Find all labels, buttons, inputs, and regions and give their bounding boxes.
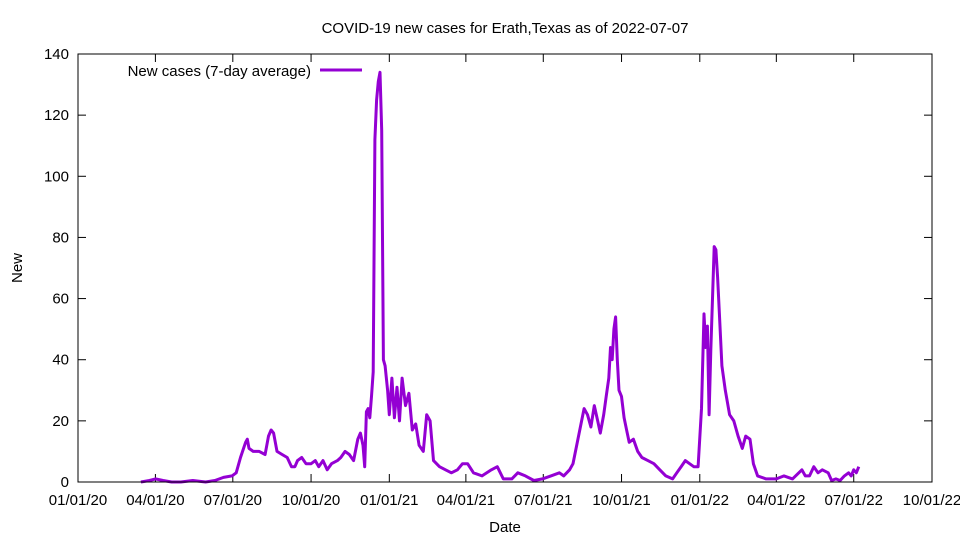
y-tick-label: 120 [44,107,69,124]
y-tick-label: 100 [44,168,69,185]
chart-title: COVID-19 new cases for Erath,Texas as of… [322,20,689,37]
x-tick-label: 04/01/22 [747,492,805,509]
x-tick-label: 07/01/20 [204,492,262,509]
y-tick-label: 60 [52,291,69,308]
y-tick-label: 40 [52,352,69,369]
x-tick-label: 01/01/22 [671,492,729,509]
y-tick-label: 80 [52,229,69,246]
x-tick-label: 04/01/21 [437,492,495,509]
legend-label: New cases (7-day average) [128,63,311,80]
legend: New cases (7-day average) [128,63,362,80]
x-tick-label: 07/01/21 [514,492,572,509]
y-axis-label: New [9,253,26,283]
x-tick-label: 01/01/20 [49,492,107,509]
series-layer [140,70,861,484]
plot-frame [77,53,933,483]
x-tick-label: 07/01/22 [825,492,883,509]
x-axis-label: Date [489,519,521,536]
y-tick-label: 0 [61,474,69,491]
series-line [140,70,861,484]
x-tick-label: 01/01/21 [360,492,418,509]
axis-ticks: 0 20 40 60 80 100 120 140 01/01/20 04/01/20 07/01/… [44,46,960,509]
y-tick-label: 20 [52,413,69,430]
x-tick-label: 10/01/20 [282,492,340,509]
x-tick-label: 10/01/21 [592,492,650,509]
x-tick-label: 10/01/22 [903,492,960,509]
y-tick-label: 140 [44,46,69,63]
x-tick-label: 04/01/20 [126,492,184,509]
